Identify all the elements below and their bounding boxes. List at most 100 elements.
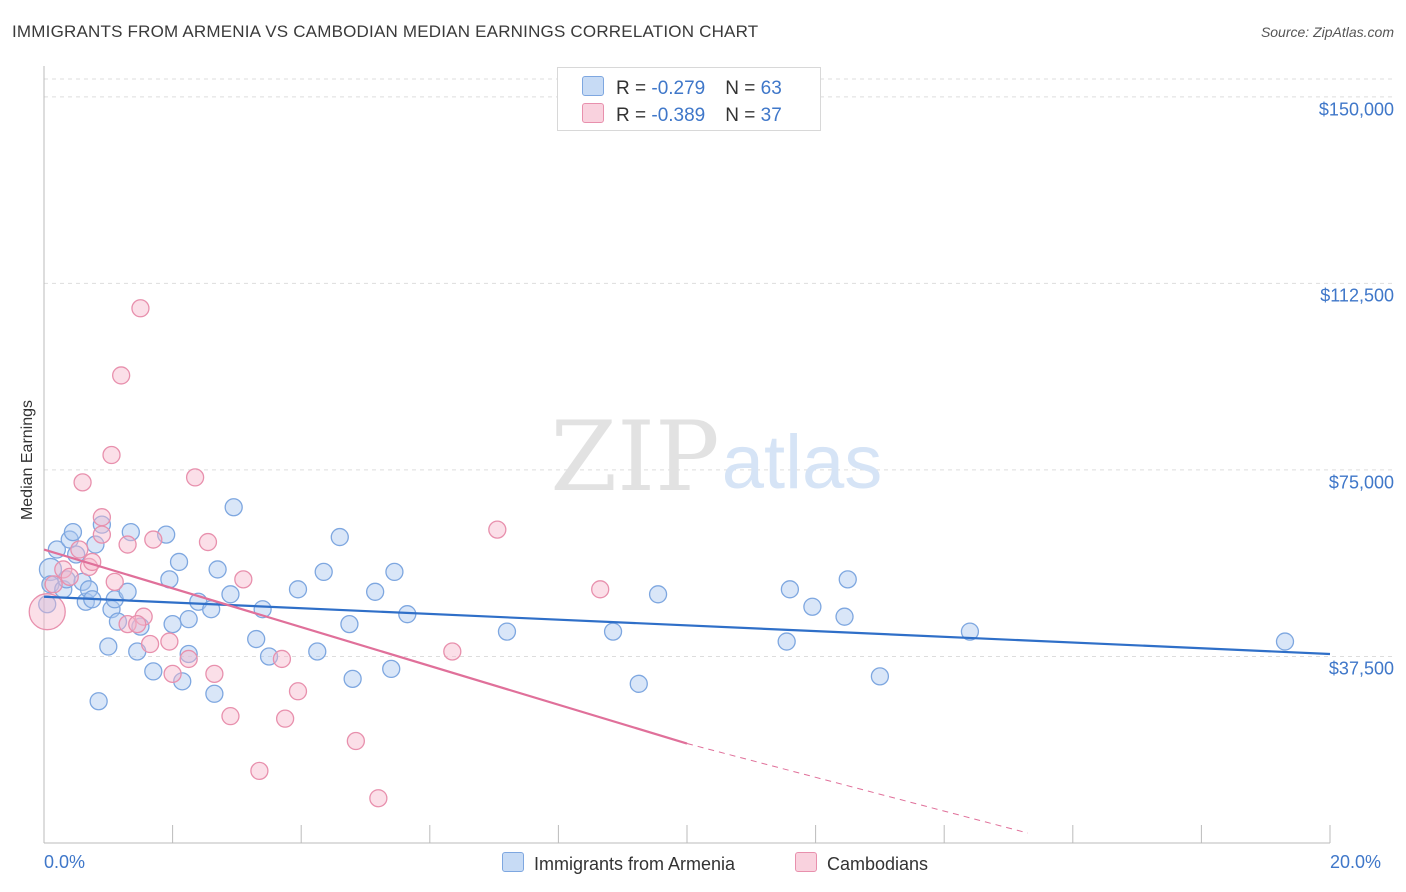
correlation-legend: R = -0.279 N = 63 R = -0.389 N = 37 [557, 67, 821, 131]
cambodian-point [28, 593, 66, 631]
armenia-point [221, 585, 240, 604]
y-tick-label: $112,500 [1320, 285, 1394, 306]
cambodian-point [443, 642, 462, 661]
grid-layer [44, 78, 1392, 657]
cambodian-point [92, 525, 112, 544]
axis-layer [43, 66, 1331, 844]
cambodian-trend-line [43, 548, 688, 745]
armenia-point [163, 614, 182, 634]
armenia-point [38, 557, 63, 582]
cambodian-point [179, 649, 198, 669]
armenia-point [835, 607, 854, 626]
cambodian-point [128, 614, 147, 634]
cambodian-point [250, 761, 269, 781]
legend-row-armenia: R = -0.279 N = 63 [582, 76, 782, 100]
armenia-point [629, 674, 648, 693]
cambodian-point [140, 634, 160, 654]
armenia-point [89, 692, 108, 711]
armenia-point [960, 622, 980, 641]
cambodian-trend-extension [686, 743, 1028, 834]
cambodian-point [369, 789, 388, 808]
cambodian-point [221, 707, 240, 726]
armenia-point [314, 562, 333, 582]
armenia-point [92, 515, 112, 534]
watermark-atlas: atlas [722, 420, 883, 505]
cambodian-point [60, 567, 79, 587]
legend-r-value: -0.389 [651, 105, 706, 126]
armenia-point [99, 637, 118, 656]
cambodian-point [73, 473, 92, 492]
cambodian-point [288, 682, 308, 701]
cambodian-point [488, 520, 507, 539]
armenia-point [838, 570, 857, 589]
legend-swatch-blue [582, 76, 604, 96]
cambodian-point [118, 535, 137, 554]
armenia-point [179, 644, 198, 664]
cambodian-point [198, 532, 218, 552]
armenia-trend-line [43, 595, 1331, 656]
cambodian-point [275, 709, 295, 728]
legend-item-armenia[interactable]: Immigrants from Armenia [502, 852, 735, 875]
trend-layer [43, 548, 1331, 834]
armenia-point [777, 632, 796, 651]
cambodian-point [144, 530, 163, 549]
cambodian-point [102, 445, 121, 465]
legend-swatch-pink [795, 852, 817, 872]
armenia-point [340, 614, 359, 634]
cambodian-point [346, 731, 366, 751]
armenia-point [365, 582, 385, 601]
cambodian-point [70, 540, 89, 559]
y-tick-label: $150,000 [1318, 99, 1394, 120]
armenia-point [205, 684, 224, 703]
legend-swatch-pink [582, 103, 604, 123]
legend-item-cambodians[interactable]: Cambodians [795, 852, 928, 875]
armenia-point [308, 642, 327, 661]
watermark-zip: ZIP [550, 401, 719, 513]
armenia-point [169, 552, 189, 572]
cambodian-point [272, 649, 292, 669]
armenia-point [288, 580, 308, 599]
armenia-point [173, 672, 192, 691]
cambodian-point [112, 366, 131, 385]
cambodian-point [131, 299, 150, 318]
armenia-point [780, 580, 800, 599]
legend-row-cambodian: R = -0.389 N = 37 [582, 103, 782, 127]
armenia-point [224, 498, 243, 517]
legend-r-value: -0.279 [651, 78, 706, 99]
cambodian-point [105, 572, 124, 592]
x-tick-label-min: 0.0% [44, 852, 86, 872]
x-tick-label-max: 20.0% [1330, 852, 1382, 872]
armenia-point [63, 522, 83, 542]
legend-n-value: 37 [760, 105, 782, 126]
chart-source: Source: ZipAtlas.com [1260, 24, 1394, 40]
armenia-point [38, 595, 57, 614]
armenia-point [382, 659, 401, 679]
legend-swatch-blue [502, 852, 524, 872]
armenia-point [343, 669, 362, 689]
armenia-point [603, 622, 623, 641]
legend-n-value: 63 [760, 78, 782, 99]
armenia-point [1275, 632, 1295, 651]
cambodian-point [54, 560, 73, 579]
cambodian-point [134, 607, 153, 626]
armenia-point [144, 662, 163, 681]
cambodian-point [185, 468, 205, 487]
armenia-point [497, 622, 517, 641]
cambodian-point [163, 664, 182, 684]
points-layer [28, 299, 1295, 808]
watermark: ZIP atlas [550, 401, 882, 513]
armenia-point [803, 597, 822, 616]
cambodian-point [118, 614, 137, 634]
y-tick-label: $37,500 [1328, 658, 1394, 679]
armenia-point [247, 629, 266, 649]
armenia-point [208, 560, 227, 579]
cambodian-point [44, 575, 63, 594]
armenia-point [648, 585, 668, 604]
armenia-point [179, 610, 198, 629]
cambodian-point [160, 632, 179, 651]
armenia-point [385, 562, 404, 582]
chart-title: IMMIGRANTS FROM ARMENIA VS CAMBODIAN MED… [12, 22, 759, 41]
cambodian-point [591, 580, 610, 599]
cambodian-point [92, 508, 112, 527]
